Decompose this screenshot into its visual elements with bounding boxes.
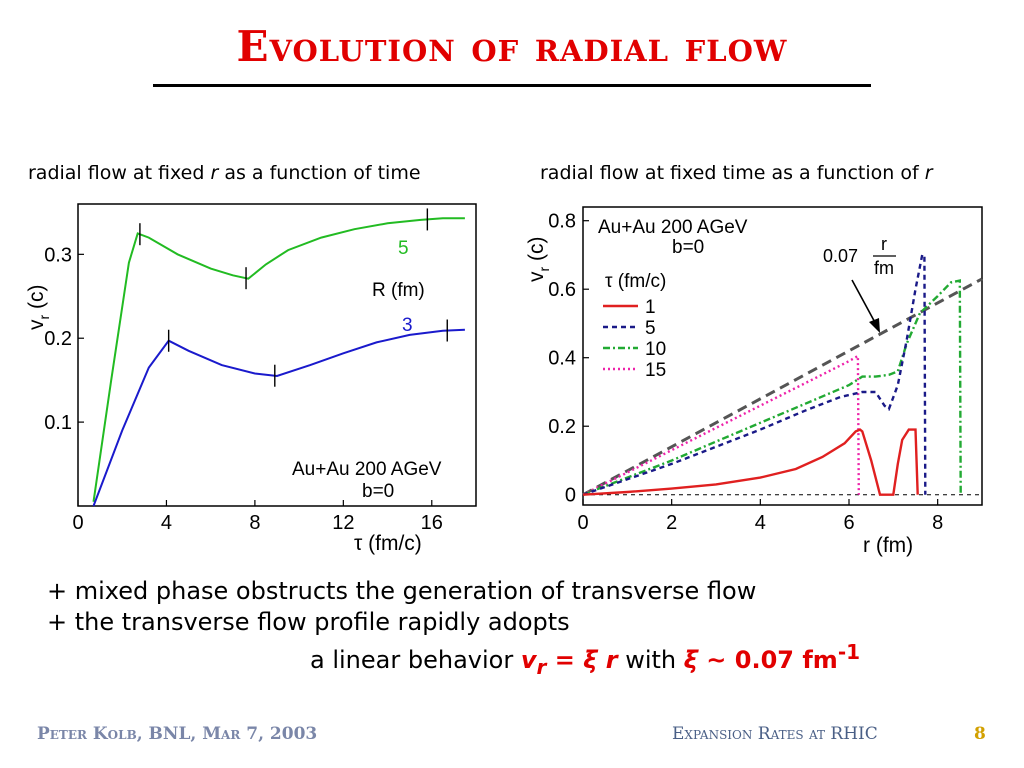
bullet-list: + mixed phase obstructs the generation o…: [47, 576, 756, 638]
y-tick-label: 0: [565, 485, 576, 507]
y-tick-label: 0.1: [44, 412, 72, 434]
annotation-line: Au+Au 200 AGeV: [598, 217, 748, 238]
plot-frame: [582, 206, 983, 506]
series-line-R5: [92, 217, 465, 502]
reference-label: r: [881, 234, 887, 254]
x-tick-label: 0: [577, 512, 588, 534]
page-number: 8: [974, 724, 986, 744]
annotation-line: Au+Au 200 AGeV: [292, 459, 442, 480]
formula-number: 0.07 fm: [734, 646, 838, 674]
y-tick-label: 0.2: [44, 328, 72, 350]
reference-label: fm: [874, 258, 894, 278]
y-axis-title: vr (c): [525, 237, 552, 283]
reference-arrowhead: [869, 318, 880, 333]
reference-label: 0.07: [823, 246, 858, 266]
x-tick-label: 4: [755, 512, 766, 534]
formula-text: a linear behavior: [310, 646, 521, 674]
series-line-tau1: [582, 428, 919, 496]
caption-text: as a function of time: [218, 162, 421, 184]
series-label: 3: [402, 315, 413, 336]
legend-label: 1: [645, 297, 656, 318]
y-tick-label: 0.4: [548, 348, 576, 370]
x-tick-label: 12: [332, 512, 354, 534]
y-tick-label: 0.2: [548, 416, 576, 438]
series-line-tau10: [582, 279, 962, 496]
x-tick-label: 0: [72, 512, 83, 534]
caption-variable: r: [924, 162, 933, 184]
plot-frame: [77, 203, 477, 507]
footer-talk-title: Expansion Rates at RHIC: [672, 724, 878, 744]
reference-arrow: [851, 279, 879, 329]
bullet-item: + the transverse flow profile rapidly ad…: [47, 608, 570, 636]
x-axis-title: τ (fm/c): [354, 532, 422, 555]
formula-value: ξ ~ 0.07 fm-1: [683, 640, 860, 674]
series-line-R3: [92, 328, 465, 507]
x-tick-label: 16: [421, 512, 443, 534]
footer-author: Peter Kolb, BNL, Mar 7, 2003: [37, 724, 318, 744]
formula-exponent: -1: [837, 640, 861, 664]
formula-sub: r: [536, 654, 547, 679]
series-label: 5: [398, 238, 409, 259]
x-tick-label: 8: [249, 512, 260, 534]
legend-label: 15: [645, 360, 666, 381]
bullet-item: + mixed phase obstructs the generation o…: [47, 577, 757, 605]
annotation-line: b=0: [672, 237, 704, 258]
slide-title: Evolution of radial flow: [236, 22, 788, 71]
caption-text: radial flow at fixed time as a function …: [540, 162, 925, 184]
formula-with: with: [617, 646, 684, 674]
legend-label: 10: [645, 339, 666, 360]
caption-text: radial flow at fixed: [28, 162, 211, 184]
left-chart-caption: radial flow at fixed r as a function of …: [28, 162, 421, 184]
legend-title: τ (fm/c): [605, 271, 666, 292]
formula-xi: ξ: [683, 646, 698, 674]
title-underline: [153, 84, 871, 87]
formula-tilde: ~: [697, 646, 735, 674]
legend-label: 5: [645, 318, 656, 339]
annotation-line: b=0: [362, 481, 394, 502]
right-chart-caption: radial flow at fixed time as a function …: [540, 162, 933, 184]
y-axis-title: vr (c): [25, 285, 52, 331]
formula-line: a linear behavior vr = ξ r with ξ ~ 0.07…: [310, 640, 860, 679]
formula-expression: vr = ξ r: [520, 646, 618, 679]
formula-v: v: [520, 646, 537, 674]
formula-xi: ξ: [583, 646, 598, 674]
series-line-tau15: [582, 353, 860, 496]
x-tick-label: 4: [161, 512, 172, 534]
reference-line: [582, 277, 983, 497]
legend-title: R (fm): [372, 280, 425, 301]
formula-r: r: [597, 646, 618, 674]
x-tick-label: 2: [666, 512, 677, 534]
formula-eq: =: [546, 646, 584, 674]
x-axis-title: r (fm): [863, 534, 913, 557]
caption-variable: r: [210, 162, 219, 184]
x-tick-label: 6: [843, 512, 854, 534]
x-tick-label: 8: [932, 512, 943, 534]
y-tick-label: 0.6: [548, 279, 576, 301]
y-tick-label: 0.8: [548, 211, 576, 233]
y-tick-label: 0.3: [44, 244, 72, 266]
